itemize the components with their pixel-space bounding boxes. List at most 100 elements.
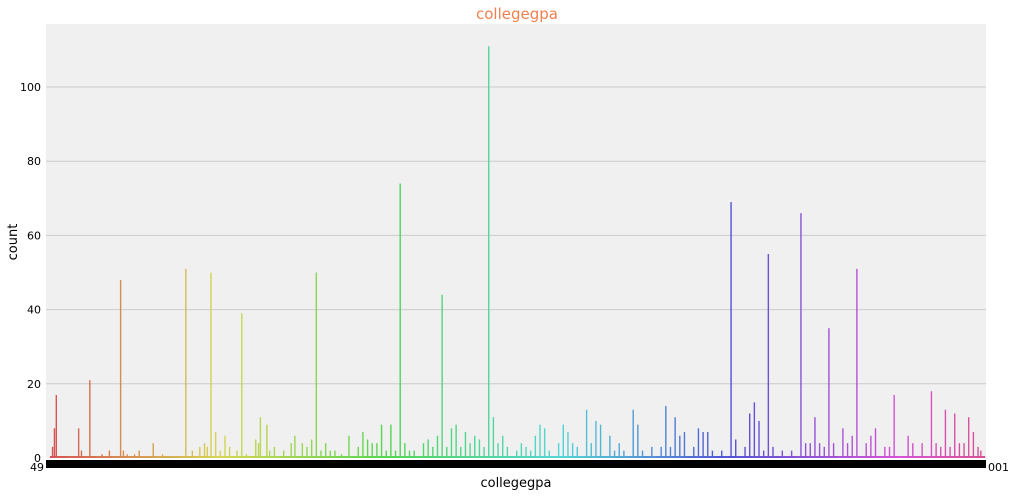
baseline-bar <box>857 456 861 458</box>
baseline-bar <box>488 456 492 458</box>
bar <box>385 450 387 458</box>
bar <box>907 435 909 458</box>
bar <box>949 446 951 458</box>
baseline-bar <box>674 456 678 458</box>
bar <box>954 413 956 458</box>
bar <box>241 313 243 458</box>
baseline-bar <box>168 456 172 458</box>
bar <box>334 450 336 458</box>
bar <box>348 435 350 458</box>
baseline-bar <box>164 456 169 458</box>
baseline-bar <box>773 456 778 458</box>
bar <box>529 450 532 458</box>
baseline-bar <box>441 456 445 458</box>
baseline-bar <box>460 456 464 458</box>
bar <box>259 417 262 458</box>
baseline-bar <box>724 456 728 458</box>
y-tick-label: 40 <box>27 304 41 317</box>
bar <box>548 450 551 458</box>
baseline-bar <box>283 456 287 458</box>
bar <box>502 435 504 458</box>
bar <box>735 439 737 458</box>
baseline-bar <box>767 456 771 458</box>
baseline-bar <box>363 456 367 458</box>
baseline-bar <box>335 456 340 458</box>
bar <box>203 443 206 458</box>
bar <box>665 406 667 458</box>
bar <box>441 294 443 458</box>
bar <box>290 443 292 458</box>
baseline-bar <box>811 456 815 458</box>
baseline-bar <box>174 456 178 458</box>
bar <box>422 443 425 458</box>
bar <box>940 446 942 458</box>
bar <box>340 454 343 458</box>
x-axis-label: collegegpa <box>480 476 551 491</box>
bar <box>266 424 268 458</box>
baseline-bar <box>904 456 908 458</box>
baseline-bar <box>969 456 973 458</box>
bar <box>809 443 811 458</box>
bar <box>324 443 327 458</box>
baseline-bar <box>124 456 128 458</box>
baseline-bar <box>385 456 389 458</box>
baseline-bar <box>926 456 930 458</box>
baseline-bar <box>295 456 299 458</box>
bar <box>520 443 523 458</box>
bar <box>206 446 208 458</box>
baseline-bar <box>888 456 892 458</box>
baseline-bar <box>152 456 156 458</box>
bar <box>562 424 564 458</box>
baseline-bar <box>512 456 517 458</box>
baseline-bar <box>587 456 591 458</box>
baseline-bar <box>655 456 659 458</box>
baseline-bar <box>186 456 190 458</box>
bar <box>912 443 914 458</box>
bar <box>730 202 732 458</box>
baseline-bar <box>320 456 324 458</box>
baseline-bar <box>112 456 116 458</box>
baseline-bar <box>509 456 513 458</box>
bar <box>492 417 495 458</box>
bar <box>980 450 982 458</box>
baseline-bar <box>571 456 576 458</box>
baseline-bar <box>199 456 203 458</box>
bar <box>219 450 222 458</box>
baseline-bar <box>823 456 827 458</box>
bar <box>842 428 844 458</box>
baseline-bar <box>357 456 361 458</box>
baseline-bar <box>671 456 675 458</box>
bar <box>376 443 378 458</box>
baseline-bar <box>438 456 442 458</box>
bar <box>814 417 816 458</box>
bar <box>214 432 217 458</box>
bar <box>539 424 541 458</box>
baseline-bar <box>804 456 809 458</box>
baseline-bar <box>469 456 473 458</box>
bar <box>446 446 448 458</box>
baseline-bar <box>161 456 166 458</box>
baseline-bar <box>130 456 134 458</box>
baseline-bar <box>466 456 470 458</box>
bar <box>595 420 597 458</box>
baseline-bar <box>525 456 529 458</box>
baseline-bar <box>62 456 66 458</box>
baseline-bar <box>242 456 246 458</box>
baseline-bar <box>963 456 967 458</box>
baseline-bar <box>615 456 619 458</box>
bar <box>623 450 625 458</box>
bar <box>972 432 975 458</box>
baseline-bar <box>342 456 346 458</box>
baseline-bar <box>189 456 193 458</box>
bar <box>543 428 546 458</box>
baseline-bar <box>895 456 899 458</box>
baseline-bar <box>916 456 920 458</box>
bar <box>306 446 308 458</box>
bar <box>483 446 485 458</box>
bar <box>199 446 201 458</box>
baseline-bar <box>832 456 837 458</box>
bar <box>832 443 835 458</box>
baseline-bar <box>543 456 548 458</box>
baseline-bar <box>264 456 268 458</box>
